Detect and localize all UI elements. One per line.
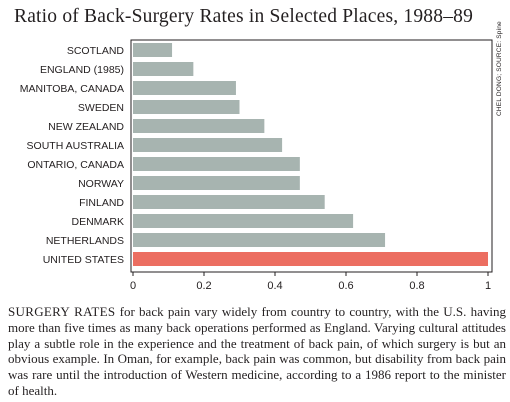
x-tick-label: 0 [130, 280, 136, 292]
category-label-new-zealand: NEW ZEALAND [48, 121, 124, 133]
figure-caption: SURGERY RATES for back pain vary widely … [8, 304, 506, 399]
x-tick-label: 0.8 [409, 280, 424, 292]
x-axis: 0 0.2 0.4 0.6 0.8 1 [130, 272, 491, 292]
bars [133, 43, 488, 266]
caption-text: for back pain vary widely from country t… [8, 304, 507, 398]
x-tick-label: 0.2 [196, 280, 211, 292]
bar-new-zealand [133, 119, 265, 133]
bar-netherlands [133, 233, 386, 247]
category-label-manitoba-canada: MANITOBA, CANADA [20, 83, 124, 95]
bar-finland [133, 195, 325, 209]
bar-south-australia [133, 138, 283, 152]
category-label-finland: FINLAND [79, 197, 124, 209]
category-label-south-australia: SOUTH AUSTRALIA [27, 140, 124, 152]
category-label-sweden: SWEDEN [78, 102, 124, 114]
category-label-norway: NORWAY [78, 178, 124, 190]
caption-lead: SURGERY RATES [8, 304, 116, 319]
x-tick-label: 0.4 [267, 280, 282, 292]
bar-scotland [133, 43, 173, 57]
chart-title: Ratio of Back-Surgery Rates in Selected … [14, 6, 474, 27]
plot-frame [130, 39, 493, 273]
bar-manitoba-canada [133, 81, 236, 95]
category-label-united-states: UNITED STATES [43, 254, 124, 266]
bar-united-states [133, 252, 488, 266]
bar-denmark [133, 214, 354, 228]
bar-england-1985 [133, 62, 194, 76]
bar-ontario-canada [133, 157, 300, 171]
bar-sweden [133, 100, 240, 114]
x-tick-label: 1 [485, 280, 491, 292]
category-label-scotland: SCOTLAND [67, 45, 125, 57]
category-label-england-1985: ENGLAND (1985) [40, 64, 124, 76]
category-labels: SCOTLAND ENGLAND (1985) MANITOBA, CANADA SW… [20, 45, 125, 266]
category-label-netherlands: NETHERLANDS [46, 235, 124, 247]
bar-chart: SCOTLAND ENGLAND (1985) MANITOBA, CANADA SW… [20, 39, 493, 292]
category-label-ontario-canada: ONTARIO, CANADA [27, 159, 124, 171]
category-label-denmark: DENMARK [71, 216, 124, 228]
bar-norway [133, 176, 300, 190]
x-tick-label: 0.6 [338, 280, 353, 292]
